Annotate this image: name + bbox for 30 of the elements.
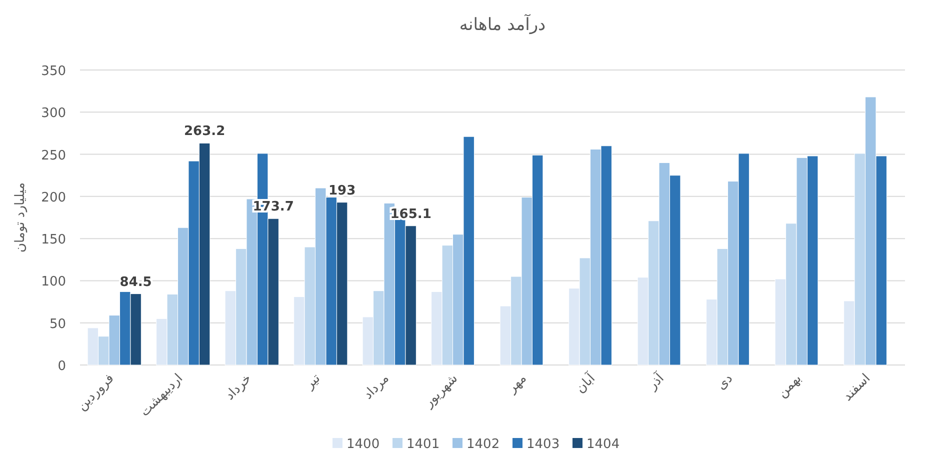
legend-label: 1402: [466, 437, 500, 452]
chart-title: درآمد ماهانه: [459, 14, 546, 35]
x-tick-label: مهر: [504, 371, 530, 397]
legend-label: 1404: [586, 437, 620, 452]
data-label: 84.5: [120, 274, 152, 290]
y-tick-label: 300: [41, 106, 66, 122]
y-tick-label: 250: [41, 148, 66, 164]
x-tick-label: شهریور: [420, 371, 461, 412]
x-tick-label: اردیبهشت: [137, 371, 186, 420]
x-tick-label: آبان: [572, 368, 600, 396]
y-tick-label: 350: [41, 64, 66, 79]
x-tick-label: مرداد: [360, 371, 392, 403]
data-label: 193: [328, 183, 356, 198]
y-tick-label: 0: [58, 359, 66, 374]
y-tick-label: 200: [41, 190, 66, 206]
x-tick-label: خرداد: [222, 371, 255, 404]
data-label: 263.2: [184, 124, 226, 140]
y-tick-label: 100: [41, 274, 66, 290]
legend-label: 1403: [526, 437, 560, 452]
x-tick-label: اسفند: [840, 371, 874, 404]
x-tick-label: دی: [714, 371, 736, 394]
y-axis-title: میلیارد تومان: [13, 182, 28, 253]
x-tick-label: آذر: [643, 368, 668, 394]
x-tick-label: فروردین: [74, 371, 118, 414]
x-tick-label: تیر: [302, 370, 324, 393]
legend-label: 1400: [346, 437, 380, 452]
x-tick-label: بهمن: [774, 371, 805, 401]
y-tick-label: 150: [41, 232, 66, 248]
legend-label: 1401: [406, 437, 440, 452]
y-tick-label: 50: [49, 316, 66, 332]
